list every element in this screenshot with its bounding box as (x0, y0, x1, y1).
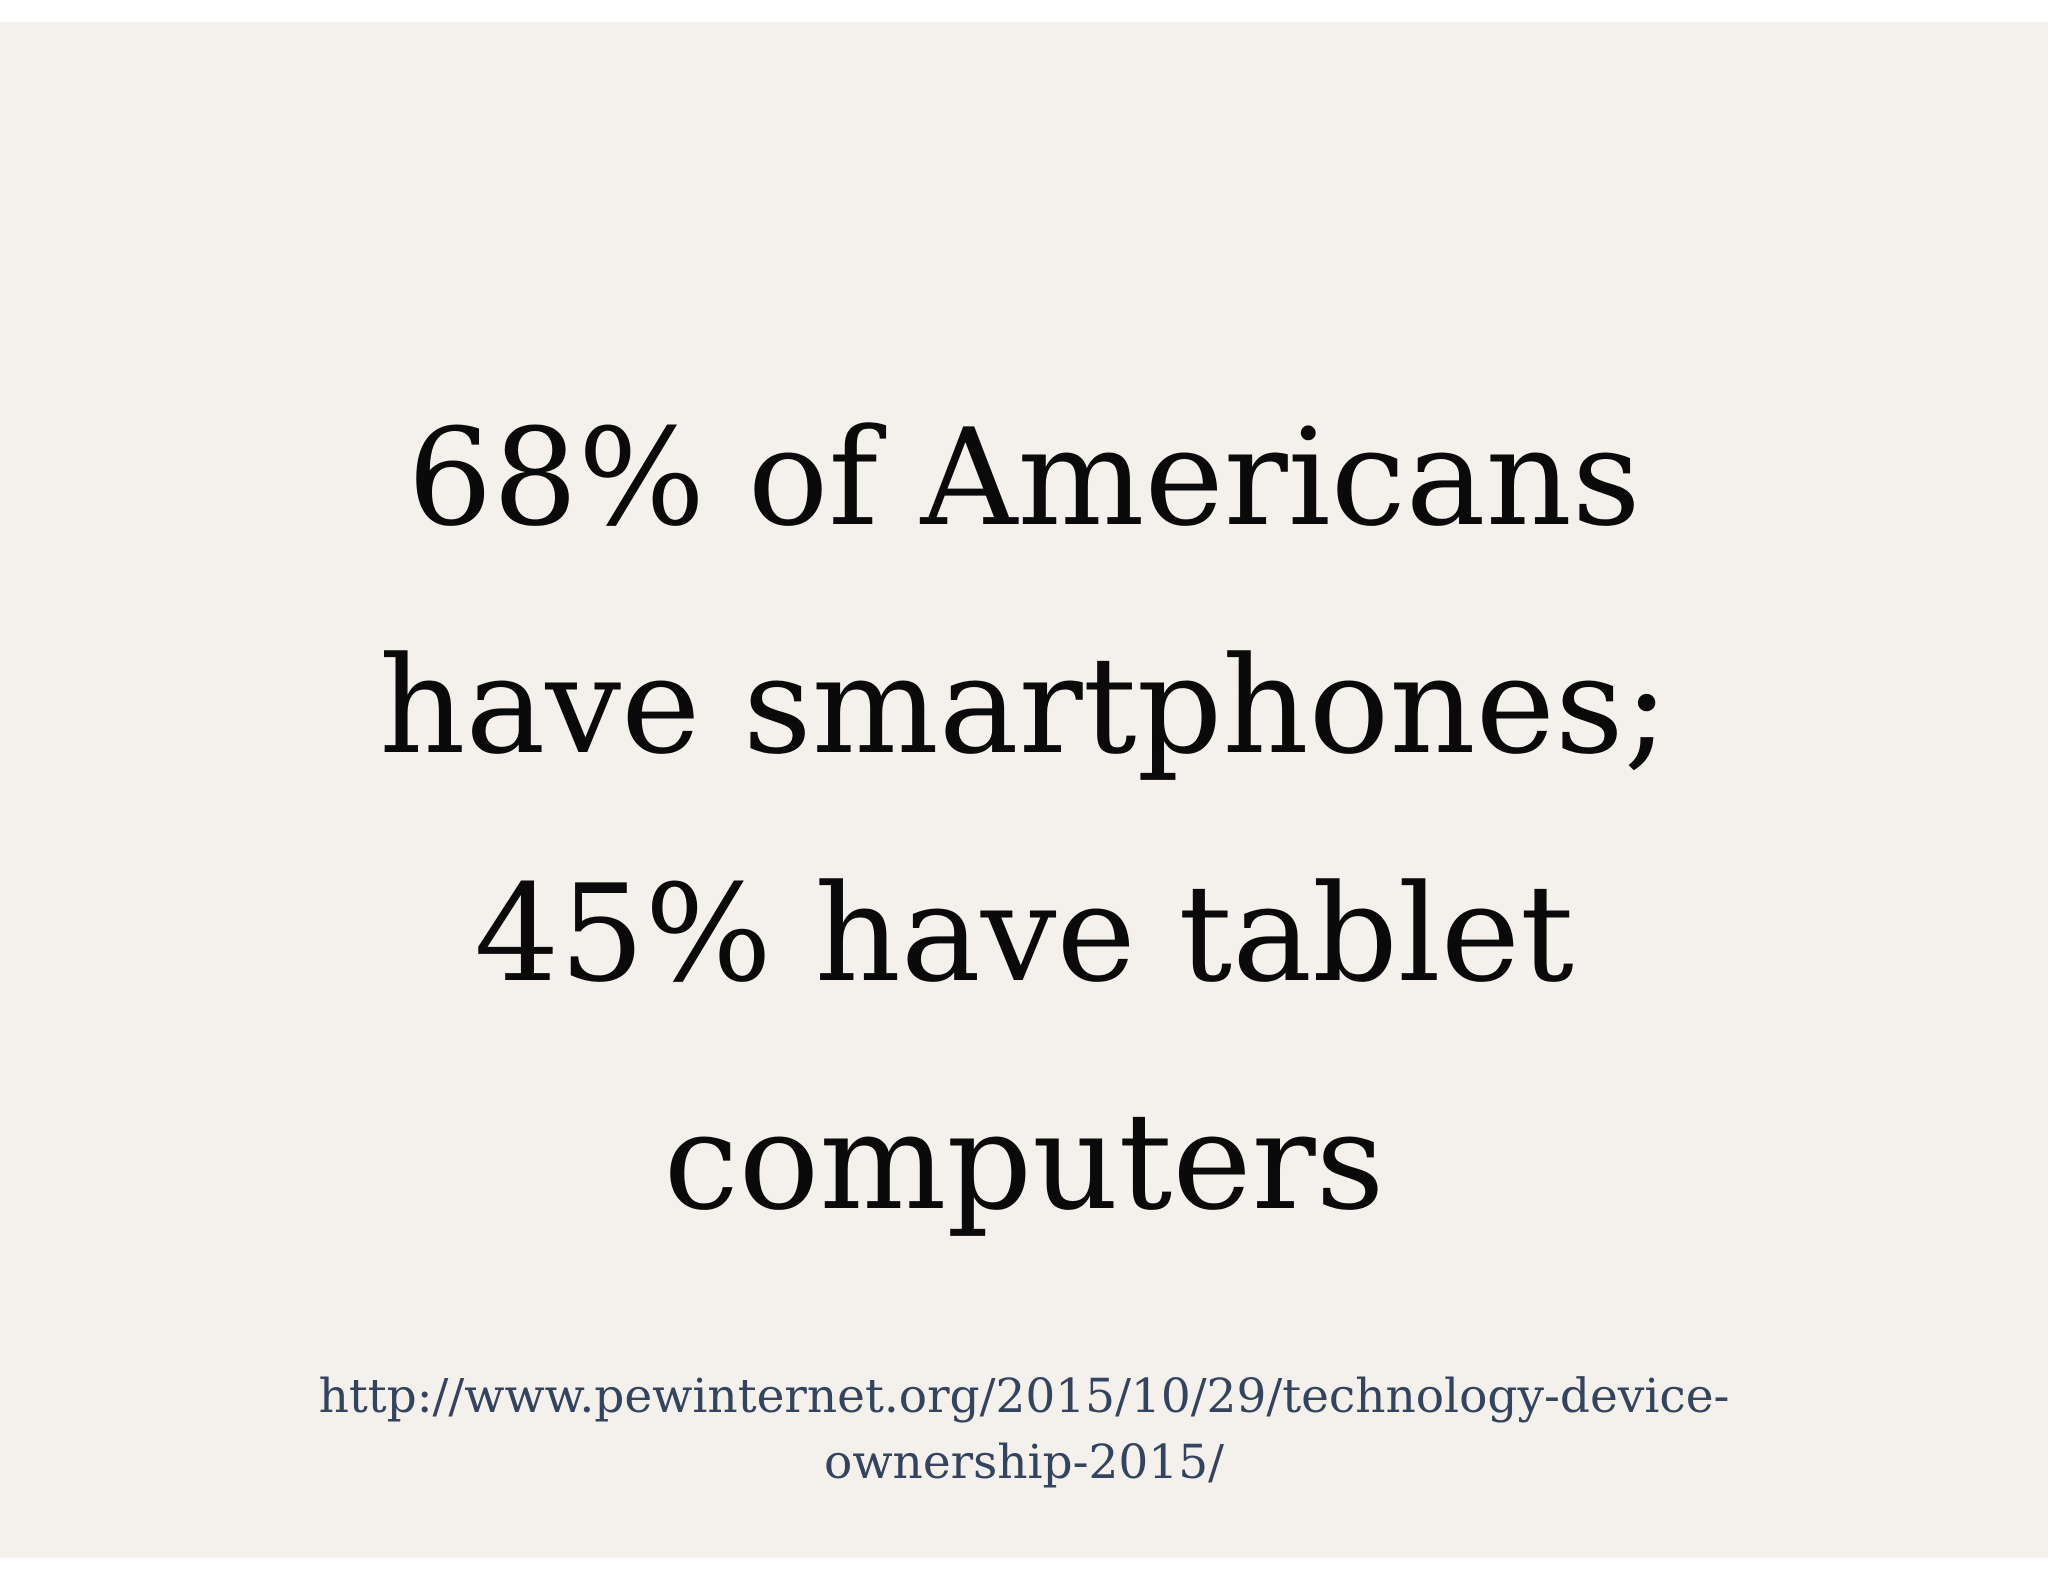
headline: 68% of Americans have smartphones; 45% h… (124, 364, 1924, 1276)
headline-line: 45% have tablet (474, 856, 1574, 1012)
headline-line: 68% of Americans (407, 400, 1641, 556)
source-url-line: http://www.pewinternet.org/2015/10/29/te… (318, 1369, 1730, 1424)
source-url-line: ownership-2015/ (824, 1435, 1224, 1490)
headline-line: have smartphones; (379, 628, 1669, 784)
source-citation: http://www.pewinternet.org/2015/10/29/te… (124, 1364, 1924, 1496)
headline-line: computers (663, 1084, 1385, 1240)
slide: 68% of Americans have smartphones; 45% h… (0, 22, 2048, 1558)
